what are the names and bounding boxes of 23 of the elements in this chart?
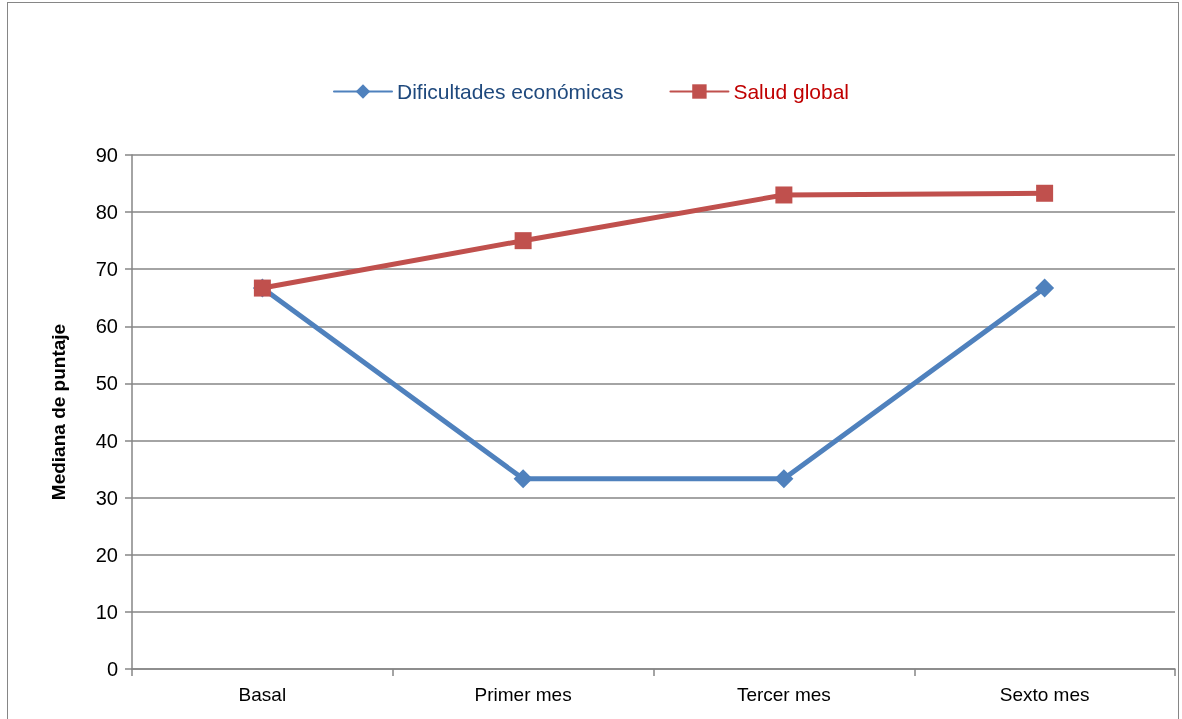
y-tick-label: 70 <box>95 258 118 281</box>
point <box>774 469 794 489</box>
y-tick-label: 20 <box>95 543 118 566</box>
x-tick-label: Primer mes <box>474 684 572 705</box>
y-tick-label: 0 <box>106 658 118 680</box>
y-tick-label: 60 <box>95 315 118 338</box>
x-tick-label: Sexto mes <box>999 684 1090 705</box>
x-tick-label: Tercer mes <box>736 684 831 705</box>
y-axis-title: Mediana de puntaje <box>48 323 69 501</box>
y-tick-label: 30 <box>95 486 118 509</box>
y-tick-label: 90 <box>95 144 118 166</box>
point <box>775 186 793 204</box>
point <box>513 469 533 489</box>
y-tick-label: 80 <box>95 201 118 224</box>
legend-label: Salud global <box>733 80 850 103</box>
y-tick-label: 40 <box>95 429 118 452</box>
point <box>1035 278 1055 298</box>
y-tick-label: 50 <box>95 372 118 395</box>
legend-label: Dificultades económicas <box>396 80 624 103</box>
point <box>514 232 532 250</box>
x-tick-label: Basal <box>238 684 287 705</box>
y-tick-label: 10 <box>95 600 118 623</box>
point <box>1036 184 1054 202</box>
